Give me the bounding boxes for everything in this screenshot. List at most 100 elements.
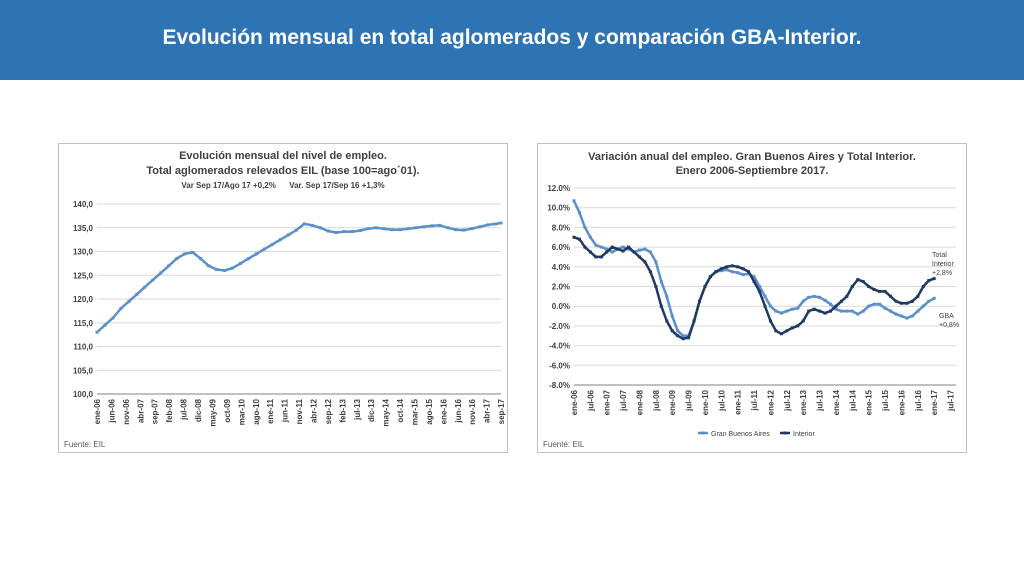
data-point	[823, 311, 827, 315]
data-point	[637, 248, 641, 252]
data-point	[594, 255, 598, 259]
data-point	[703, 285, 707, 288]
data-point	[302, 222, 306, 226]
data-point	[801, 299, 805, 303]
annotation-label: GBA	[939, 313, 954, 320]
data-point	[390, 228, 394, 232]
x-tick-label: ene-10	[701, 389, 710, 415]
data-point	[796, 324, 800, 328]
data-point	[594, 243, 598, 247]
legend-marker	[701, 431, 705, 435]
data-point	[175, 257, 179, 261]
data-point	[599, 245, 603, 249]
data-point	[779, 332, 783, 336]
data-point	[654, 260, 658, 264]
data-point	[254, 252, 258, 256]
data-point	[725, 268, 729, 272]
data-point	[894, 312, 898, 316]
data-point	[223, 269, 227, 272]
x-tick-label: ene-14	[832, 389, 841, 415]
y-tick-label: 8.0%	[552, 223, 570, 232]
data-point	[763, 304, 767, 308]
x-tick-label: jun-16	[454, 398, 463, 423]
data-point	[599, 255, 603, 259]
data-point	[627, 247, 631, 251]
x-tick-label: feb-08	[165, 398, 174, 422]
data-point	[583, 225, 587, 229]
data-point	[872, 287, 876, 291]
x-tick-label: jul-13	[353, 398, 362, 420]
data-point	[143, 285, 147, 289]
data-point	[818, 309, 822, 313]
data-point	[883, 289, 887, 293]
data-point	[286, 233, 290, 237]
x-tick-label: nov-06	[122, 398, 131, 424]
x-tick-label: mar-10	[237, 398, 246, 425]
data-point	[676, 334, 680, 338]
x-tick-label: abr-17	[483, 398, 492, 423]
data-point	[910, 314, 914, 318]
page-title: Evolución mensual en total aglomerados y…	[162, 26, 862, 49]
x-tick-label: jul-09	[685, 389, 694, 411]
data-point	[698, 299, 702, 303]
data-point	[719, 269, 723, 273]
data-point	[894, 299, 898, 303]
data-point	[681, 334, 685, 338]
data-point	[199, 257, 203, 261]
data-point	[741, 273, 745, 277]
data-point	[839, 309, 843, 313]
data-point	[215, 268, 219, 272]
data-point	[905, 316, 909, 320]
data-point	[605, 250, 609, 254]
data-point	[486, 223, 490, 227]
data-point	[916, 294, 920, 298]
data-point	[478, 225, 482, 229]
data-point	[747, 270, 751, 274]
data-point	[358, 229, 362, 233]
data-point	[610, 245, 614, 249]
y-tick-label: 120,0	[73, 295, 94, 304]
y-tick-label: 140,0	[73, 200, 94, 209]
data-point	[572, 235, 576, 239]
data-point	[398, 228, 402, 232]
data-point	[856, 278, 860, 282]
data-point	[648, 250, 652, 254]
data-point	[577, 211, 581, 215]
data-point	[334, 231, 338, 234]
data-point	[374, 226, 378, 230]
x-tick-label: ene-07	[603, 389, 612, 415]
x-tick-label: ene-16	[897, 389, 906, 415]
data-point	[878, 289, 882, 293]
x-tick-label: mar-15	[411, 398, 420, 425]
data-point	[588, 250, 592, 254]
data-point	[605, 247, 609, 251]
data-point	[801, 319, 805, 323]
data-point	[207, 264, 211, 268]
x-tick-label: dic-13	[367, 398, 376, 422]
data-point	[643, 247, 647, 251]
data-point	[850, 285, 854, 288]
data-point	[741, 267, 745, 271]
data-point	[889, 294, 893, 298]
x-tick-label: ene-15	[865, 389, 874, 415]
data-point	[681, 337, 685, 341]
data-point	[462, 228, 466, 232]
data-point	[785, 309, 789, 313]
legend-marker	[783, 431, 787, 435]
legend-label: Interior	[793, 431, 815, 438]
data-point	[774, 329, 778, 333]
data-point	[823, 298, 827, 302]
data-point	[818, 295, 822, 299]
y-tick-label: -8.0%	[549, 381, 570, 390]
data-point	[621, 245, 625, 249]
annual-variation-chart: Variación anual del empleo. Gran Buenos …	[537, 143, 967, 453]
data-point	[708, 275, 712, 279]
data-point	[889, 309, 893, 313]
data-point	[899, 301, 903, 305]
data-point	[103, 323, 107, 327]
data-point	[670, 314, 674, 318]
x-tick-label: jul-12	[783, 389, 792, 411]
data-point	[796, 306, 800, 310]
series-line	[96, 221, 502, 334]
data-point	[278, 238, 282, 242]
